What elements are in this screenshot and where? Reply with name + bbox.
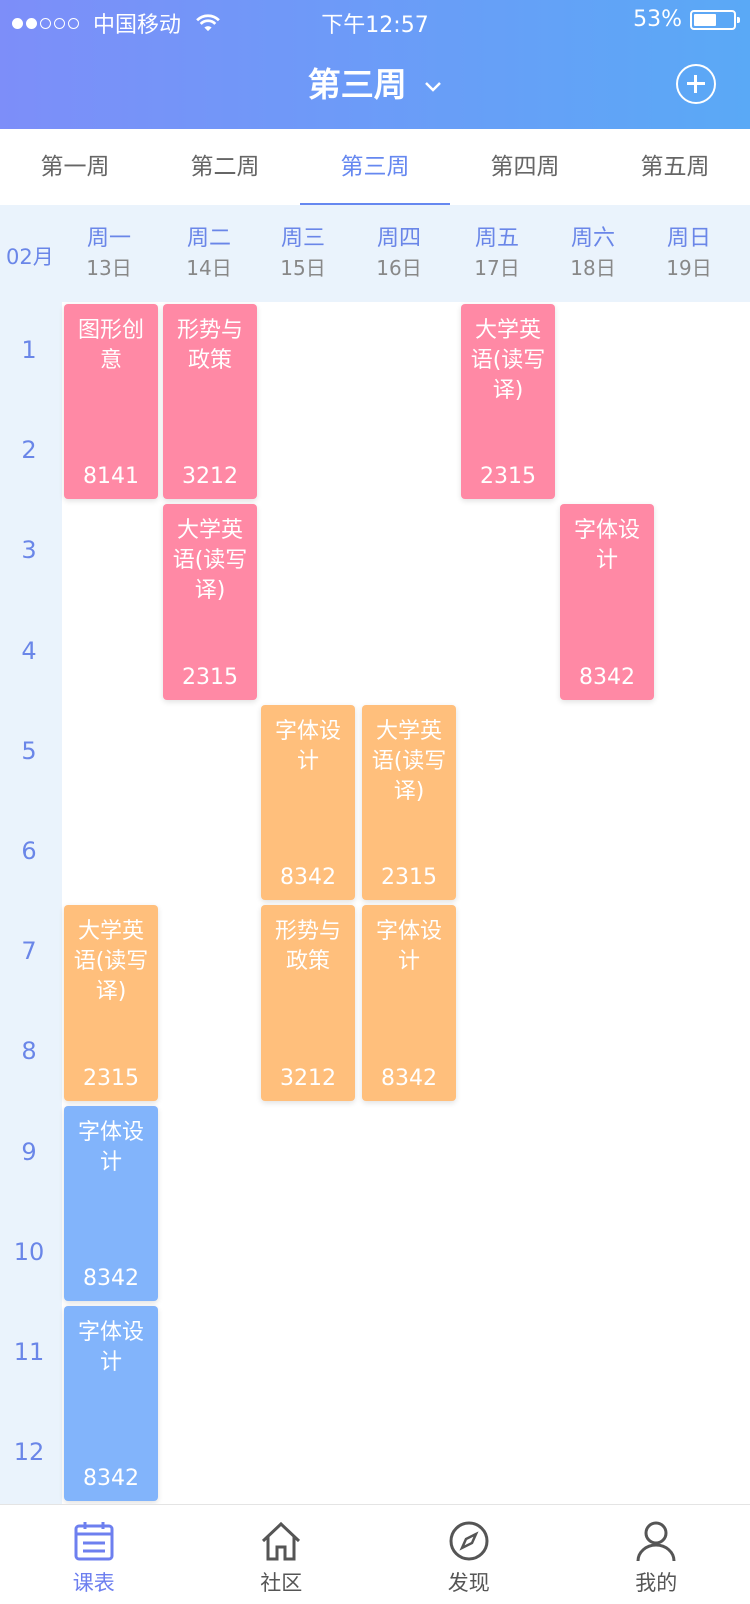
period-number: 3 bbox=[0, 536, 58, 564]
battery-percent: 53% bbox=[633, 7, 682, 32]
course-name: 字体设计 bbox=[68, 1318, 154, 1378]
course-room: 8342 bbox=[261, 865, 355, 890]
course-name: 图形创意 bbox=[68, 316, 154, 376]
course-room: 2315 bbox=[64, 1066, 158, 1091]
course-name: 字体设计 bbox=[68, 1118, 154, 1178]
period-number: 9 bbox=[0, 1138, 58, 1166]
tab-week-2[interactable]: 第二周 bbox=[150, 129, 300, 205]
period-number: 1 bbox=[0, 336, 58, 364]
period-number: 10 bbox=[0, 1238, 58, 1266]
course-room: 8342 bbox=[560, 665, 654, 690]
period-number: 11 bbox=[0, 1338, 58, 1366]
course-name: 字体设计 bbox=[265, 717, 351, 777]
course-block[interactable]: 形势与政策 3212 bbox=[261, 905, 355, 1100]
course-block[interactable]: 大学英语(读写译) 2315 bbox=[362, 705, 456, 900]
day-date: 16日 bbox=[351, 253, 447, 283]
course-name: 大学英语(读写译) bbox=[167, 516, 253, 606]
course-room: 2315 bbox=[362, 865, 456, 890]
day-name: 周二 bbox=[161, 225, 257, 253]
period-number: 8 bbox=[0, 1037, 58, 1065]
course-block[interactable]: 字体设计 8342 bbox=[560, 504, 654, 699]
week-selector[interactable]: 第三周 bbox=[0, 58, 750, 106]
course-room: 8141 bbox=[64, 464, 158, 489]
course-block[interactable]: 大学英语(读写译) 2315 bbox=[163, 504, 257, 699]
course-room: 8342 bbox=[64, 1266, 158, 1291]
header-bar: 中国移动 下午12:57 53% 第三周 bbox=[0, 0, 750, 129]
course-block[interactable]: 图形创意 8141 bbox=[64, 304, 158, 499]
nav-label: 我的 bbox=[563, 1567, 750, 1597]
day-name: 周五 bbox=[449, 225, 545, 253]
course-name: 字体设计 bbox=[564, 516, 650, 576]
course-block[interactable]: 字体设计 8342 bbox=[261, 705, 355, 900]
period-number: 4 bbox=[0, 637, 58, 665]
course-block[interactable]: 大学英语(读写译) 2315 bbox=[461, 304, 555, 499]
course-name: 形势与政策 bbox=[265, 917, 351, 977]
course-block[interactable]: 字体设计 8342 bbox=[362, 905, 456, 1100]
tab-week-1[interactable]: 第一周 bbox=[0, 129, 150, 205]
course-block[interactable]: 大学英语(读写译) 2315 bbox=[64, 905, 158, 1100]
period-number: 12 bbox=[0, 1438, 58, 1466]
chevron-down-icon bbox=[424, 81, 442, 93]
course-name: 字体设计 bbox=[366, 917, 452, 977]
tab-week-4[interactable]: 第四周 bbox=[450, 129, 600, 205]
nav-label: 课表 bbox=[0, 1567, 188, 1597]
course-name: 大学英语(读写译) bbox=[465, 316, 551, 406]
week-tabs: 第一周第二周第三周第四周第五周 bbox=[0, 129, 750, 205]
bottom-nav: 课表社区发现我的 bbox=[0, 1504, 750, 1604]
month-label: 02月 bbox=[6, 241, 54, 271]
course-block[interactable]: 字体设计 8342 bbox=[64, 1306, 158, 1501]
period-number: 6 bbox=[0, 837, 58, 865]
course-room: 2315 bbox=[461, 464, 555, 489]
period-number: 7 bbox=[0, 937, 58, 965]
course-room: 2315 bbox=[163, 665, 257, 690]
day-name: 周一 bbox=[61, 225, 157, 253]
nav-label: 社区 bbox=[188, 1567, 376, 1597]
nav-item-1[interactable]: 课表 bbox=[0, 1505, 188, 1604]
nav-item-3[interactable]: 发现 bbox=[375, 1505, 563, 1604]
page-title: 第三周 bbox=[308, 65, 407, 104]
course-name: 形势与政策 bbox=[167, 316, 253, 376]
course-room: 8342 bbox=[362, 1066, 456, 1091]
course-room: 3212 bbox=[261, 1066, 355, 1091]
day-name: 周六 bbox=[545, 225, 641, 253]
course-block[interactable]: 字体设计 8342 bbox=[64, 1106, 158, 1301]
period-number: 5 bbox=[0, 737, 58, 765]
tab-week-3[interactable]: 第三周 bbox=[300, 129, 450, 205]
nav-label: 发现 bbox=[375, 1567, 563, 1597]
day-name: 周三 bbox=[255, 225, 351, 253]
course-name: 大学英语(读写译) bbox=[68, 917, 154, 1007]
day-date: 17日 bbox=[449, 253, 545, 283]
course-block[interactable]: 形势与政策 3212 bbox=[163, 304, 257, 499]
status-bar: 中国移动 下午12:57 53% bbox=[0, 0, 750, 40]
course-name: 大学英语(读写译) bbox=[366, 717, 452, 807]
day-date: 18日 bbox=[545, 253, 641, 283]
day-date: 14日 bbox=[161, 253, 257, 283]
nav-item-4[interactable]: 我的 bbox=[563, 1505, 750, 1604]
nav-item-2[interactable]: 社区 bbox=[188, 1505, 376, 1604]
day-date: 15日 bbox=[255, 253, 351, 283]
day-name: 周日 bbox=[641, 225, 737, 253]
period-number: 2 bbox=[0, 436, 58, 464]
tab-week-5[interactable]: 第五周 bbox=[600, 129, 750, 205]
course-room: 8342 bbox=[64, 1466, 158, 1491]
day-name: 周四 bbox=[351, 225, 447, 253]
battery-icon bbox=[690, 10, 736, 30]
add-course-button[interactable] bbox=[676, 64, 716, 104]
course-room: 3212 bbox=[163, 464, 257, 489]
day-date: 13日 bbox=[61, 253, 157, 283]
day-date: 19日 bbox=[641, 253, 737, 283]
